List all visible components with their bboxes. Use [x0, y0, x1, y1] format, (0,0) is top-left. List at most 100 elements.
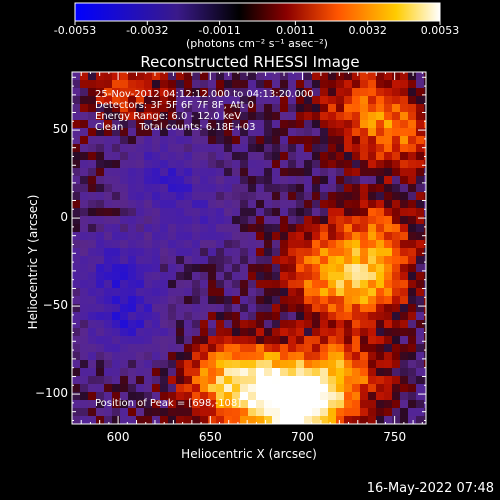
heatmap-cell [424, 296, 426, 304]
heatmap-cell [128, 224, 136, 232]
heatmap-cell [104, 200, 112, 208]
heatmap-cell [208, 80, 216, 88]
heatmap-cell [240, 352, 248, 360]
heatmap-cell [400, 352, 408, 360]
heatmap-cell [400, 112, 408, 120]
heatmap-cell [272, 384, 280, 392]
heatmap-cell [72, 280, 80, 288]
heatmap-cell [112, 296, 120, 304]
heatmap-cell [208, 344, 216, 352]
heatmap-cell [376, 128, 384, 136]
heatmap-cell [328, 408, 336, 416]
heatmap-cell [256, 184, 264, 192]
heatmap-cell [160, 376, 168, 384]
heatmap-cell [376, 320, 384, 328]
heatmap-cell [120, 392, 128, 400]
heatmap-cell [184, 240, 192, 248]
heatmap-cell [240, 120, 248, 128]
heatmap-cell [232, 312, 240, 320]
heatmap-cell [216, 392, 224, 400]
heatmap-cell [272, 232, 280, 240]
heatmap-cell [136, 184, 144, 192]
heatmap-cell [104, 384, 112, 392]
heatmap-cell [144, 152, 152, 160]
heatmap-cell [296, 168, 304, 176]
heatmap-cell [128, 112, 136, 120]
heatmap-cell [392, 360, 400, 368]
heatmap-cell [312, 320, 320, 328]
heatmap-cell [136, 312, 144, 320]
heatmap-cell [416, 280, 424, 288]
heatmap-cell [280, 128, 288, 136]
heatmap-cell [208, 208, 216, 216]
heatmap-cell [176, 416, 184, 424]
heatmap-cell [208, 192, 216, 200]
heatmap-cell [280, 216, 288, 224]
heatmap-cell [240, 272, 248, 280]
heatmap-cell [192, 216, 200, 224]
heatmap-cell [104, 264, 112, 272]
heatmap-cell [80, 304, 88, 312]
heatmap-cell [288, 272, 296, 280]
heatmap-cell [288, 248, 296, 256]
heatmap-cell [304, 80, 312, 88]
heatmap-cell [240, 344, 248, 352]
heatmap-cell [96, 216, 104, 224]
heatmap-cell [304, 320, 312, 328]
heatmap-cell [360, 296, 368, 304]
heatmap-cell [344, 216, 352, 224]
heatmap-cell [392, 88, 400, 96]
heatmap-cell [176, 128, 184, 136]
heatmap-cell [296, 408, 304, 416]
heatmap-cell [272, 296, 280, 304]
heatmap-cell [400, 304, 408, 312]
heatmap-cell [176, 96, 184, 104]
heatmap-cell [120, 168, 128, 176]
heatmap-cell [80, 240, 88, 248]
heatmap-cell [200, 136, 208, 144]
heatmap-cell [256, 304, 264, 312]
heatmap-cell [168, 104, 176, 112]
heatmap-cell [344, 256, 352, 264]
heatmap-cell [336, 288, 344, 296]
heatmap-cell [384, 144, 392, 152]
heatmap-cell [104, 368, 112, 376]
heatmap-cell [104, 280, 112, 288]
heatmap-cell [416, 176, 424, 184]
heatmap-cell [136, 304, 144, 312]
heatmap-cell [360, 336, 368, 344]
heatmap-cell [304, 208, 312, 216]
heatmap-cell [304, 232, 312, 240]
heatmap-cell [232, 248, 240, 256]
heatmap-cell [368, 112, 376, 120]
heatmap-cell [264, 248, 272, 256]
heatmap-cell [248, 280, 256, 288]
heatmap-cell [336, 280, 344, 288]
heatmap-cell [152, 392, 160, 400]
heatmap-cell [392, 408, 400, 416]
heatmap-cell [144, 368, 152, 376]
heatmap-cell [152, 256, 160, 264]
heatmap-cell [224, 152, 232, 160]
heatmap-cell [160, 144, 168, 152]
heatmap-cell [336, 392, 344, 400]
heatmap-cell [240, 264, 248, 272]
heatmap-cell [256, 288, 264, 296]
heatmap-cell [176, 360, 184, 368]
footer-timestamp: 16-May-2022 07:48 [366, 481, 494, 496]
heatmap-cell [200, 256, 208, 264]
colorbar-tick-label-2: -0.0011 [198, 24, 241, 37]
colorbar-tick-label-5: 0.0053 [420, 24, 460, 37]
heatmap-cell [128, 360, 136, 368]
heatmap-cell [152, 368, 160, 376]
heatmap-cell [296, 104, 304, 112]
heatmap-cell [240, 136, 248, 144]
heatmap-cell [352, 288, 360, 296]
heatmap-cell [240, 240, 248, 248]
heatmap-cell [104, 328, 112, 336]
heatmap-cell [424, 248, 426, 256]
heatmap-cell [328, 400, 336, 408]
heatmap-cell [272, 80, 280, 88]
heatmap-cell [120, 408, 128, 416]
heatmap-cell [224, 360, 232, 368]
